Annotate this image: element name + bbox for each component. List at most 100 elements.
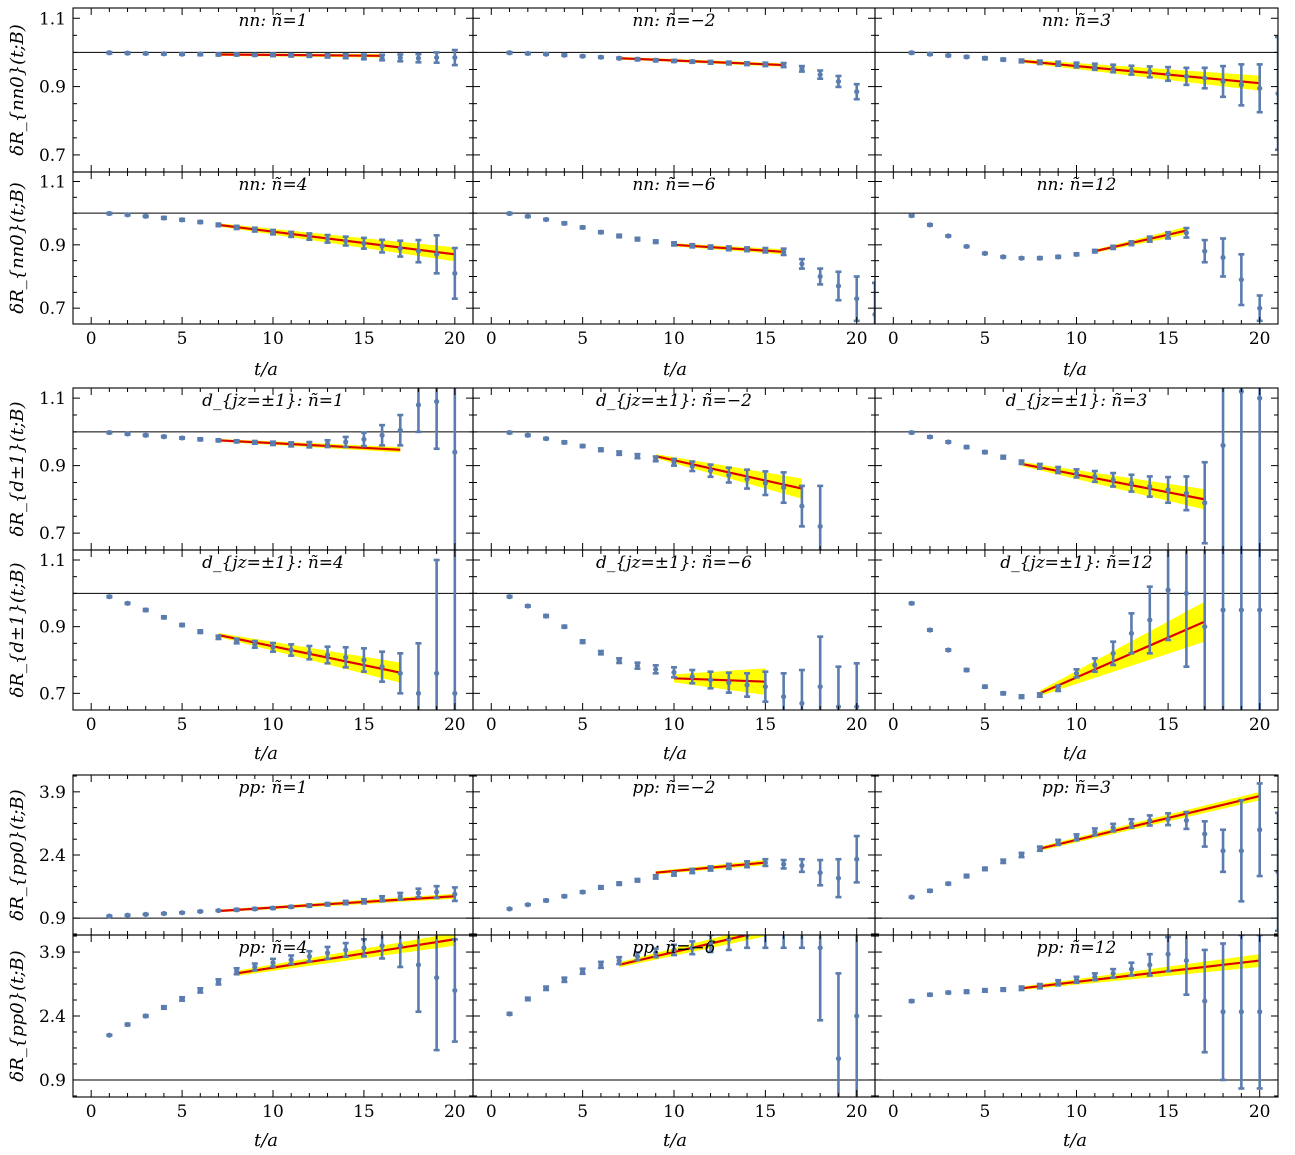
data-point xyxy=(1238,935,1245,1090)
data-point xyxy=(397,935,404,969)
data-marker xyxy=(161,614,167,620)
data-marker xyxy=(1037,255,1043,261)
data-marker xyxy=(124,431,131,437)
data-marker xyxy=(452,987,458,994)
x-tick-label: 15 xyxy=(755,715,777,735)
data-point xyxy=(671,58,677,64)
data-point xyxy=(1165,475,1172,505)
data-marker xyxy=(781,861,787,867)
data-point xyxy=(288,52,295,58)
data-marker xyxy=(288,957,294,963)
data-point xyxy=(762,61,769,68)
data-marker xyxy=(1165,232,1171,238)
data-marker xyxy=(252,641,258,647)
data-marker xyxy=(252,906,258,912)
panel-title: d_{jz=±1}: ñ=3 xyxy=(1006,391,1148,411)
data-marker xyxy=(215,437,222,443)
data-point xyxy=(835,74,842,89)
data-point xyxy=(908,429,915,436)
data-marker xyxy=(379,432,385,438)
data-point xyxy=(1165,230,1172,240)
data-point xyxy=(524,213,531,219)
data-point xyxy=(506,210,513,217)
data-marker xyxy=(799,261,805,267)
data-marker xyxy=(781,62,787,68)
data-point xyxy=(780,935,787,950)
data-point xyxy=(215,51,222,58)
panel-title: nn: ñ=1 xyxy=(238,11,307,31)
data-point xyxy=(744,672,751,698)
plot-area xyxy=(473,210,875,324)
data-marker xyxy=(397,427,403,433)
data-point xyxy=(689,59,696,65)
data-marker xyxy=(762,859,768,866)
data-point xyxy=(853,834,860,884)
data-point xyxy=(1073,833,1080,842)
data-marker xyxy=(726,680,732,686)
data-marker xyxy=(288,231,294,237)
data-marker xyxy=(598,447,604,453)
data-point xyxy=(306,949,313,963)
data-marker xyxy=(1257,607,1263,613)
data-marker xyxy=(234,224,240,231)
data-marker xyxy=(1073,834,1080,840)
data-point xyxy=(1000,858,1007,865)
data-point xyxy=(506,1011,513,1017)
data-marker xyxy=(179,435,185,441)
data-point xyxy=(1036,692,1043,698)
data-point xyxy=(652,57,659,63)
data-point xyxy=(233,51,240,58)
data-point xyxy=(215,907,222,914)
panel-title: nn: ñ=3 xyxy=(1042,11,1111,31)
data-marker xyxy=(817,945,823,951)
data-marker xyxy=(288,52,294,58)
data-marker xyxy=(1220,848,1226,854)
data-marker xyxy=(945,52,951,59)
data-point xyxy=(853,275,860,323)
subplot: 0 5 10 15 20 d_{jz=±1}: ñ=−6 xyxy=(472,549,876,735)
data-point xyxy=(908,213,915,219)
data-point xyxy=(1238,63,1245,107)
data-marker xyxy=(963,873,970,879)
data-point xyxy=(288,230,295,239)
data-point xyxy=(671,870,677,877)
data-marker xyxy=(1183,490,1190,496)
data-point xyxy=(106,913,113,919)
data-marker xyxy=(1202,248,1208,254)
data-marker xyxy=(799,920,804,925)
y-axis-label: δR_{nn0}(t;B) xyxy=(7,24,28,156)
data-point xyxy=(744,860,751,869)
data-point xyxy=(1146,952,1153,977)
data-marker xyxy=(306,953,312,959)
data-marker xyxy=(288,441,294,447)
data-point xyxy=(433,388,440,451)
subplot-frame xyxy=(72,7,474,173)
data-point xyxy=(579,224,586,231)
data-marker xyxy=(598,884,604,891)
data-point xyxy=(415,388,422,434)
data-marker xyxy=(1092,974,1098,980)
data-marker xyxy=(1202,831,1208,837)
data-marker xyxy=(1147,483,1153,490)
data-point xyxy=(451,937,458,1043)
data-marker xyxy=(143,911,149,917)
x-tick-label: 15 xyxy=(755,329,777,349)
subplot: 0 5 10 15 20 0.7 0.9 1.1 δR_{d±1}(t;B) d_{jz=±1}:… xyxy=(7,549,474,735)
y-axis-label: δR_{pp0}(t;B) xyxy=(7,950,28,1081)
data-marker xyxy=(726,60,732,66)
data-marker xyxy=(197,908,203,915)
data-point xyxy=(360,53,367,61)
data-marker xyxy=(835,1056,842,1062)
data-marker xyxy=(434,398,440,405)
data-point xyxy=(652,873,659,880)
data-point xyxy=(634,236,641,242)
data-marker xyxy=(306,442,312,448)
data-point xyxy=(506,906,513,912)
data-point xyxy=(1055,60,1062,68)
data-point xyxy=(306,52,313,59)
data-point xyxy=(1183,475,1190,512)
data-marker xyxy=(561,220,567,226)
data-marker xyxy=(525,432,531,438)
subplot-frame xyxy=(72,549,474,711)
data-point xyxy=(142,213,149,219)
